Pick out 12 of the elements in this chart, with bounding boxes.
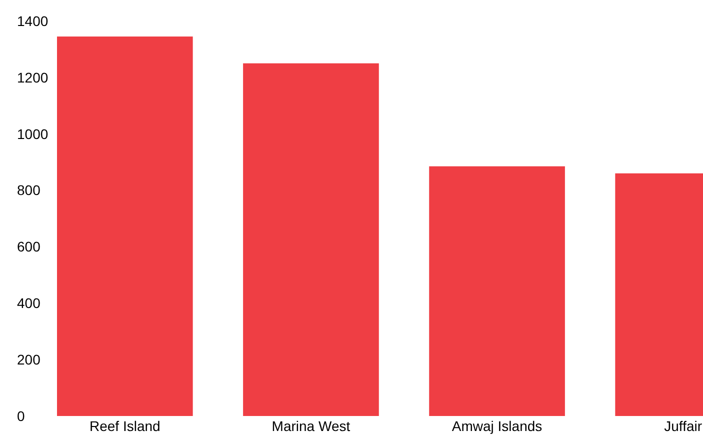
y-tick-label: 0 [17,408,25,424]
y-tick-label: 800 [17,182,41,198]
y-tick-label: 1000 [17,126,48,142]
x-tick-label: Amwaj Islands [452,418,542,434]
y-tick-label: 600 [17,238,41,255]
y-tick-label: 1400 [17,12,48,29]
y-tick-label: 1200 [17,69,48,86]
x-tick-label: Juffair [664,418,702,434]
y-tick-label: 200 [17,351,41,368]
y-tick-label: 400 [17,295,41,312]
x-tick-label: Marina West [272,418,350,434]
x-tick-label: Reef Island [89,418,160,434]
